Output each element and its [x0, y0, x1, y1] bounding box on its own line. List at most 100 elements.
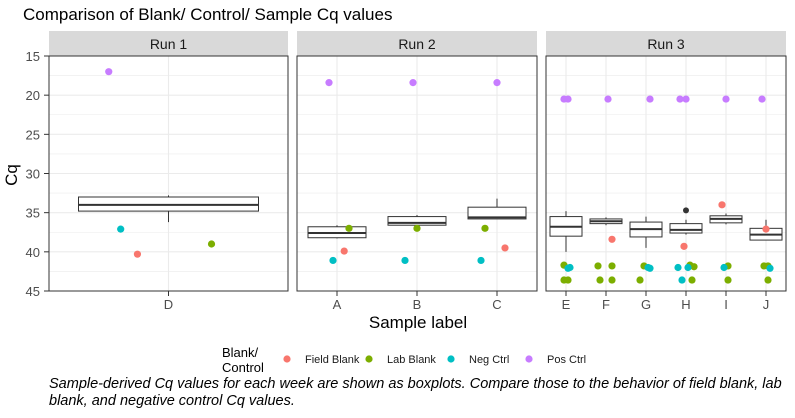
- data-point: [646, 264, 654, 272]
- data-point: [720, 263, 728, 272]
- facet-strip-label: Run 3: [647, 36, 685, 52]
- legend-swatch: [365, 355, 373, 363]
- data-point: [413, 224, 421, 232]
- data-point: [608, 235, 616, 243]
- boxplot: [709, 213, 743, 225]
- data-point: [117, 225, 125, 233]
- data-point: [345, 224, 353, 232]
- data-point: [724, 276, 732, 284]
- data-point: [564, 264, 572, 272]
- x-tick-label: D: [164, 297, 173, 312]
- data-point: [340, 247, 348, 255]
- data-point: [564, 276, 572, 284]
- data-point: [636, 276, 644, 284]
- panel-border: [545, 55, 787, 292]
- legend-label: Neg Ctrl: [469, 354, 509, 366]
- data-point: [718, 201, 726, 209]
- data-point: [758, 95, 766, 103]
- box-iqr: [387, 216, 447, 226]
- facet-strip: [546, 31, 786, 56]
- x-axis-label: Sample label: [369, 313, 467, 332]
- boxplot: [589, 217, 623, 226]
- x-tick-label: C: [492, 297, 501, 312]
- data-point: [680, 242, 688, 250]
- data-point: [604, 95, 612, 103]
- data-point: [105, 68, 113, 76]
- x-tick-label: A: [333, 297, 342, 312]
- legend-title: Control: [222, 360, 264, 375]
- data-point: [764, 276, 772, 284]
- legend-swatch: [283, 355, 291, 363]
- x-tick-label: H: [681, 297, 690, 312]
- y-tick-label: 35: [26, 206, 40, 221]
- data-point: [608, 262, 616, 270]
- legend-swatch: [525, 355, 533, 363]
- box-iqr: [467, 206, 527, 220]
- facet-strip-label: Run 2: [398, 36, 436, 52]
- chart-title: Comparison of Blank/ Control/ Sample Cq …: [23, 5, 392, 24]
- chart-svg: Comparison of Blank/ Control/ Sample Cq …: [2, 5, 787, 375]
- y-tick-label: 15: [26, 49, 40, 64]
- data-point: [674, 263, 682, 272]
- facet-panel: Run 2 A B C: [296, 31, 538, 312]
- legend: Blank/Control Field Blank Lab Blank Neg Ctr…: [222, 345, 586, 375]
- data-point: [501, 244, 509, 252]
- y-tick-label: 25: [26, 127, 40, 142]
- boxplot: [669, 207, 703, 235]
- data-point: [133, 250, 142, 258]
- facet-panel: Run 3 E F G H I J: [545, 31, 787, 312]
- x-tick-label: B: [413, 297, 422, 312]
- box-outlier: [683, 207, 689, 214]
- boxplot: [629, 216, 663, 248]
- legend-title: Blank/: [222, 345, 259, 360]
- data-point: [684, 263, 692, 272]
- data-point: [688, 276, 696, 284]
- y-tick-label: 40: [26, 245, 40, 260]
- data-point: [646, 95, 654, 103]
- legend-label: Pos Ctrl: [547, 354, 586, 366]
- data-point: [477, 256, 485, 265]
- data-point: [325, 79, 333, 87]
- data-point: [594, 262, 602, 270]
- data-point: [207, 240, 216, 248]
- legend-label: Lab Blank: [387, 354, 436, 366]
- boxplot: [307, 225, 367, 239]
- facet-strip: [297, 31, 537, 56]
- boxplot: [549, 211, 583, 252]
- legend-entry: Neg Ctrl: [447, 354, 509, 366]
- x-tick-label: F: [602, 297, 610, 312]
- data-point: [676, 95, 684, 103]
- facet-panel: Run 1 D: [48, 31, 289, 312]
- legend-swatch: [447, 355, 455, 363]
- x-tick-label: I: [724, 297, 728, 312]
- boxplot: [78, 195, 259, 223]
- data-point: [722, 95, 730, 103]
- data-point: [329, 256, 337, 265]
- legend-entry: Lab Blank: [365, 354, 436, 366]
- boxplot: [387, 215, 447, 226]
- box-iqr: [669, 223, 703, 234]
- data-point: [401, 256, 409, 265]
- data-point: [766, 264, 774, 272]
- x-tick-label: J: [763, 297, 770, 312]
- data-point: [564, 95, 572, 103]
- data-point: [493, 79, 501, 87]
- y-axis-label: Cq: [2, 164, 21, 186]
- y-tick-label: 30: [26, 167, 40, 182]
- x-tick-label: E: [562, 297, 571, 312]
- data-point: [481, 224, 489, 232]
- x-tick-label: G: [641, 297, 651, 312]
- data-point: [596, 276, 604, 284]
- data-point: [608, 276, 616, 284]
- data-point: [762, 225, 770, 233]
- legend-entry: Pos Ctrl: [525, 354, 586, 366]
- data-point: [690, 263, 698, 271]
- legend-entry: Field Blank: [283, 354, 360, 366]
- data-point: [682, 95, 690, 103]
- legend-label: Field Blank: [305, 354, 360, 366]
- facet-strip-label: Run 1: [150, 36, 188, 52]
- figure-caption: Sample-derived Cq values for each week a…: [49, 376, 782, 409]
- facet-strip: [49, 31, 288, 56]
- data-point: [678, 276, 686, 284]
- y-tick-label: 45: [26, 284, 40, 299]
